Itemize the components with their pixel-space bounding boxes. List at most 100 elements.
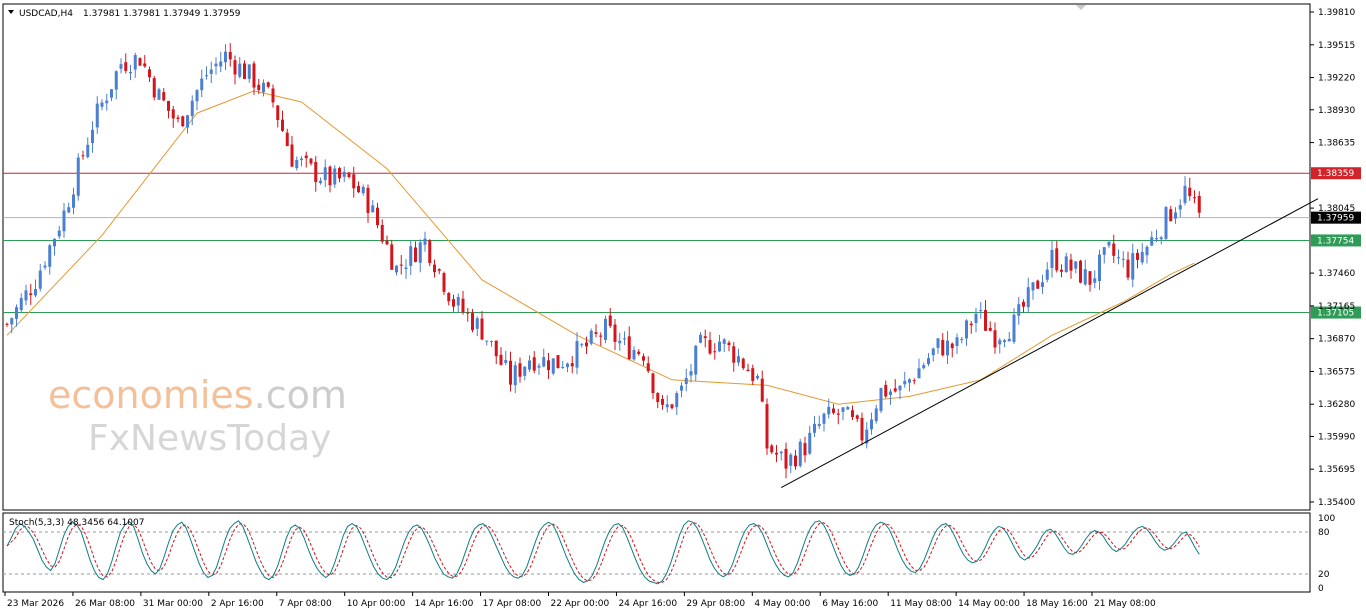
candle-body [618, 340, 622, 344]
candle-body [1112, 243, 1116, 256]
stoch-tick-label: 0 [1318, 584, 1324, 594]
candle-body [323, 167, 327, 181]
candle-body [703, 336, 707, 339]
time-tick-label: 11 May 08:00 [890, 599, 952, 609]
candle-body [133, 55, 137, 70]
candle-body [1012, 314, 1016, 342]
horizontal-levels: 1.38359 1.37754 1.37105 1.37959 [3, 167, 1361, 319]
candle-body [551, 358, 555, 374]
candle-body [1131, 253, 1135, 280]
watermark: economies.com FxNewsToday [48, 373, 347, 459]
candle-body [746, 369, 750, 372]
candle-body [965, 320, 968, 339]
candle-body [1083, 269, 1087, 285]
candle-body [798, 441, 802, 466]
candle-body [186, 115, 189, 128]
time-tick-label: 14 May 00:00 [958, 599, 1020, 609]
candle-body [651, 373, 655, 394]
candle-body [1060, 269, 1063, 272]
candle-body [808, 432, 812, 454]
candle-body [594, 332, 598, 334]
stoch-tick-label: 100 [1318, 514, 1335, 524]
time-tick-label: 22 Apr 00:00 [551, 599, 610, 609]
price-tick-label: 1.36870 [1318, 335, 1355, 345]
candle-body [43, 265, 47, 268]
candle-body [979, 310, 983, 312]
candle-body [1155, 238, 1158, 240]
candle-body [846, 407, 850, 410]
candle-body [480, 318, 484, 340]
candle-body [984, 310, 987, 331]
candle-body [1055, 248, 1059, 271]
candle-body [817, 423, 821, 426]
stoch-main-line [6, 520, 1200, 585]
candle-body [518, 363, 522, 377]
price-tick-label: 1.38930 [1318, 106, 1355, 116]
trendline-layer [781, 198, 1319, 488]
candle-body [475, 318, 479, 329]
price-tick-label: 1.38635 [1318, 139, 1355, 149]
candle-body [851, 410, 854, 418]
main-chart-frame [2, 3, 1311, 511]
candle-body [357, 185, 360, 193]
candle-body [5, 323, 9, 325]
candle-body [827, 406, 831, 415]
chart-shift-marker-icon[interactable] [1076, 5, 1086, 10]
price-tick-label: 1.36280 [1318, 400, 1355, 410]
candle-body [936, 338, 940, 348]
candle-body [385, 240, 389, 245]
candle-body [784, 448, 788, 469]
ohlc-readout: 1.37981 1.37981 1.37949 1.37959 [83, 9, 241, 19]
candle-body [547, 360, 550, 371]
price-tick-label: 1.38045 [1318, 204, 1355, 214]
candle-body [338, 168, 341, 179]
stoch-signal-line [6, 522, 1200, 583]
candle-body [281, 119, 284, 131]
candle-body [447, 293, 451, 302]
candle-body [91, 129, 94, 144]
candle-body [604, 318, 607, 340]
candle-body [361, 186, 365, 194]
candle-body [998, 340, 1002, 345]
candle-body [1107, 241, 1111, 246]
candle-body [461, 298, 465, 313]
time-tick-label: 10 Apr 00:00 [347, 599, 406, 609]
candle-body [889, 391, 892, 395]
candle-body [580, 344, 584, 346]
candle-body [632, 349, 636, 360]
candle-body [200, 78, 204, 91]
candle-body [874, 408, 878, 422]
price-tag-resistance [1311, 167, 1361, 180]
candle-body [737, 356, 740, 363]
candle-body [380, 224, 384, 242]
candle-body [789, 454, 793, 466]
candle-body [1064, 256, 1068, 272]
moving-average-line [6, 90, 1195, 405]
candle-body [931, 348, 935, 356]
candle-body [1017, 304, 1021, 316]
candle-body [1188, 187, 1192, 197]
candle-body [822, 413, 826, 424]
candle-body [870, 419, 873, 430]
candle-body [884, 384, 888, 397]
candle-body [352, 174, 356, 189]
candle-body [152, 78, 156, 98]
candle-body [922, 365, 926, 369]
candle-body [433, 264, 436, 273]
candle-body [903, 380, 907, 385]
candle-body [1102, 247, 1106, 255]
candle-body [504, 360, 508, 363]
candle-body [214, 63, 218, 67]
candle-body [205, 75, 208, 77]
candle-body [257, 84, 261, 91]
candle-body [570, 363, 574, 367]
symbol-dropdown-icon[interactable] [8, 10, 14, 14]
candle-body [694, 345, 698, 375]
candle-body [556, 355, 560, 369]
candle-body [708, 339, 712, 354]
candle-body [1150, 237, 1154, 246]
candle-body [898, 385, 902, 391]
candle-body [1074, 261, 1078, 269]
candle-body [181, 116, 185, 127]
